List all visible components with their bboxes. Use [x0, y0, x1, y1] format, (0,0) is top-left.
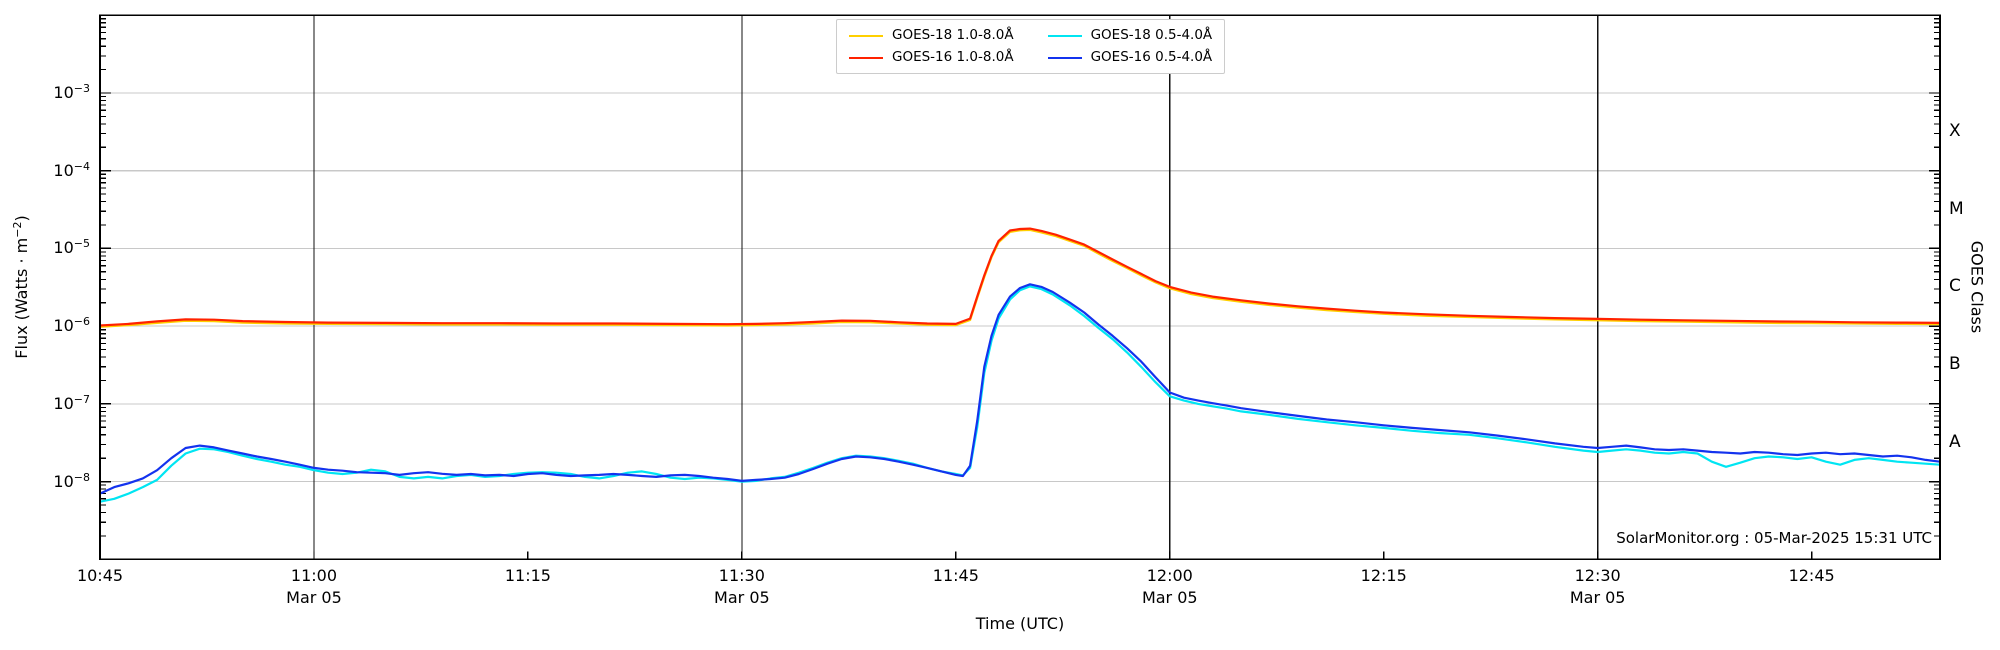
goes-class-label-m: M: [1949, 198, 1964, 219]
goes-class-label-b: B: [1949, 353, 1961, 374]
x-tick-date-label: Mar 05: [1569, 588, 1626, 607]
y-tick-label: 10−7: [53, 392, 90, 413]
legend-line-swatch: [1047, 34, 1082, 37]
legend-label: GOES-18 1.0-8.0Å: [892, 27, 1014, 43]
right-axis-title: GOES Class: [1967, 240, 1987, 334]
x-tick-label: 10:45: [76, 566, 124, 585]
x-tick-label: 12:00: [1146, 566, 1193, 585]
legend-label: GOES-16 1.0-8.0Å: [892, 49, 1014, 65]
x-tick-date-label: Mar 05: [286, 588, 342, 607]
series-line-1: [100, 227, 1940, 327]
legend-line-swatch: [849, 34, 883, 37]
y-tick-label: 10−4: [53, 159, 90, 180]
legend-line-swatch: [1047, 56, 1082, 59]
legend-item: GOES-18 1.0-8.0Å: [849, 27, 1014, 44]
x-tick-label: 11:00: [290, 566, 338, 585]
x-tick-label: 12:30: [1574, 566, 1621, 585]
goes-class-label-x: X: [1949, 120, 1961, 141]
x-tick-label: 11:45: [932, 566, 979, 585]
y-tick-label: 10−5: [53, 237, 90, 258]
goes-class-label-a: A: [1949, 431, 1961, 452]
x-tick-label: 12:15: [1360, 566, 1407, 585]
legend-label: GOES-18 0.5-4.0Å: [1090, 27, 1213, 43]
legend-label: GOES-16 0.5-4.0Å: [1090, 49, 1213, 65]
x-tick-date-label: Mar 05: [714, 588, 770, 607]
x-axis-title: Time (UTC): [975, 614, 1065, 633]
x-tick-label: 11:30: [718, 566, 765, 585]
x-tick-label: 12:45: [1788, 566, 1835, 585]
legend-item: GOES-18 0.5-4.0Å: [1047, 27, 1213, 44]
series-line-2: [100, 285, 1940, 503]
goes-class-label-c: C: [1949, 276, 1961, 297]
legend: GOES-18 1.0-8.0Å GOES-16 1.0-8.0Å GOES-18 …: [836, 19, 1226, 74]
source-annotation: SolarMonitor.org : 05-Mar-2025 15:31 UTC: [1616, 529, 1932, 547]
legend-item: GOES-16 0.5-4.0Å: [1047, 49, 1213, 66]
series-line-3: [100, 283, 1940, 495]
y-tick-label: 10−3: [53, 81, 90, 103]
y-tick-label: 10−6: [53, 314, 90, 336]
legend-item: GOES-16 1.0-8.0Å: [849, 49, 1014, 66]
series-line-0: [100, 228, 1940, 328]
x-tick-date-label: Mar 05: [1141, 588, 1198, 607]
y-tick-label: 10−8: [53, 470, 90, 491]
legend-line-swatch: [849, 56, 883, 59]
x-tick-label: 11:15: [504, 566, 551, 585]
plot-border: [99, 14, 1941, 561]
